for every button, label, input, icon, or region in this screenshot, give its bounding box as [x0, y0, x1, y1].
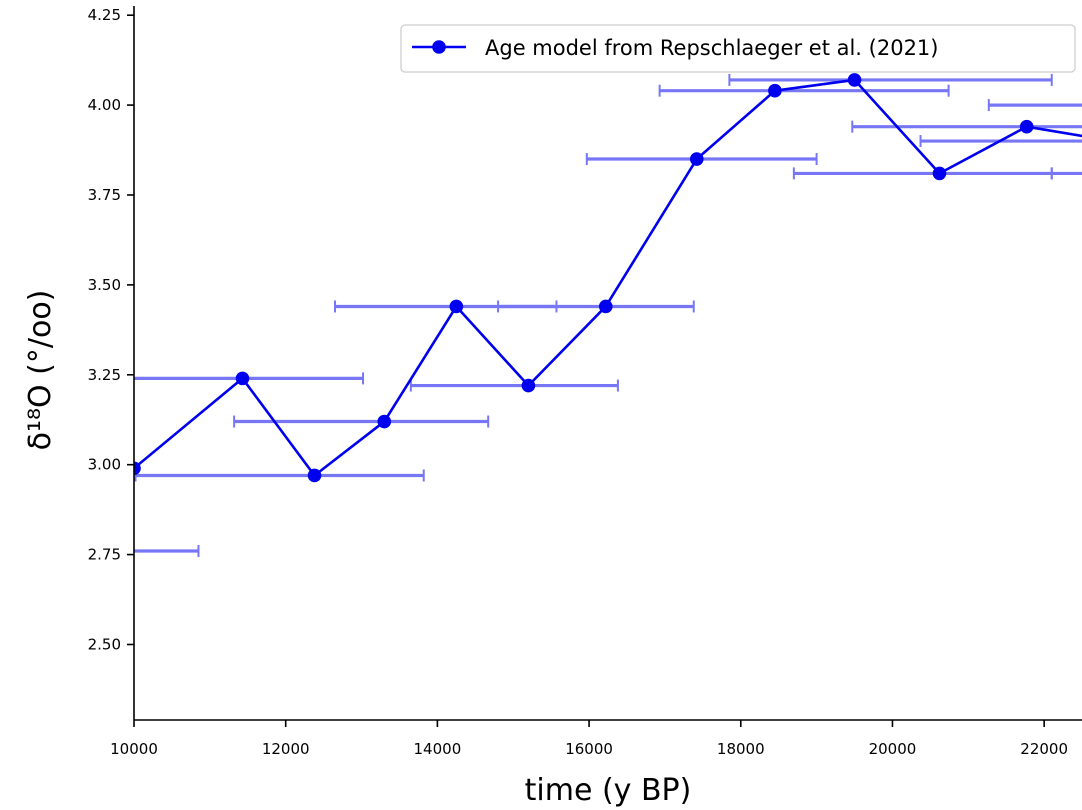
error-bars [134, 73, 1082, 557]
data-point [1019, 119, 1034, 134]
x-tick-label: 10000 [110, 740, 158, 758]
x-tick-label: 20000 [869, 740, 917, 758]
data-point [689, 152, 704, 166]
series-line [134, 78, 1082, 477]
x-tick-label: 16000 [565, 740, 613, 758]
data-point [235, 371, 250, 386]
legend-box [400, 24, 1076, 73]
ticks: 10000 12000 14000 16000 18000 20000 22000 2.50 2… [88, 6, 1068, 758]
data-series [134, 73, 1082, 483]
data-point [307, 468, 322, 483]
axes [133, 6, 1082, 721]
data-point [449, 299, 464, 314]
y-tick-label: 4.00 [88, 96, 121, 114]
x-axis-label: time (y BP) [525, 773, 692, 808]
x-tick-label: 22000 [1020, 740, 1068, 758]
y-tick-label: 2.75 [88, 546, 121, 564]
y-tick-label: 2.50 [88, 635, 121, 653]
y-tick-label: 3.50 [88, 276, 121, 294]
data-point [521, 378, 536, 393]
y-tick-label: 3.75 [88, 186, 121, 204]
y-tick-label: 3.25 [88, 366, 121, 384]
legend: Age model from Repschlaeger et al. (2021… [400, 24, 1076, 73]
x-tick-label: 18000 [717, 740, 765, 758]
x-tick-label: 12000 [262, 740, 310, 758]
data-point [768, 83, 782, 98]
y-tick-label: 4.25 [88, 6, 121, 24]
data-point [598, 299, 613, 314]
legend-marker [432, 40, 446, 54]
legend-label: Age model from Repschlaeger et al. (2021… [485, 36, 939, 60]
x-tick-label: 14000 [414, 740, 462, 758]
data-point [932, 166, 947, 181]
data-point [847, 73, 862, 87]
data-point [134, 461, 141, 476]
data-point [377, 414, 392, 429]
y-axis-label: δ¹⁸O (°/oo) [23, 290, 58, 451]
y-tick-label: 3.00 [88, 456, 121, 474]
